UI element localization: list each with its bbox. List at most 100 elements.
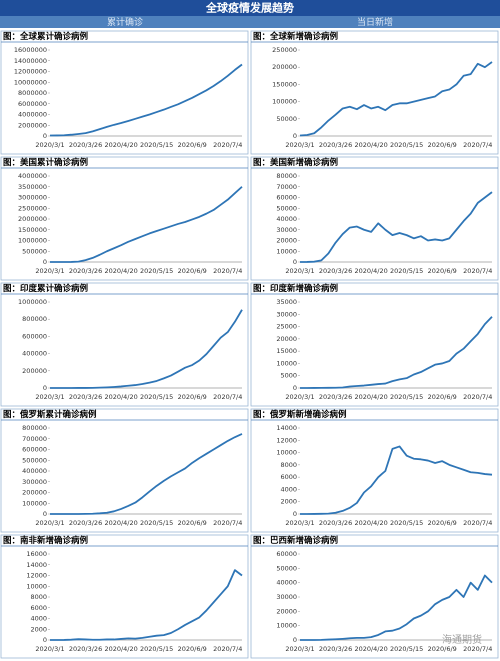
y-tick-label: 2000 xyxy=(30,625,47,633)
x-tick-label: 2020/6/9 xyxy=(428,141,457,149)
y-tick-label: 10000 xyxy=(276,622,297,630)
subheader-right: 当日新增 xyxy=(357,16,393,28)
x-tick-label: 2020/3/1 xyxy=(35,141,64,149)
y-tick-label: 16000000 xyxy=(14,46,47,54)
series-line xyxy=(300,574,493,641)
x-tick-label: 2020/3/1 xyxy=(285,519,314,527)
x-tick-label: 2020/4/20 xyxy=(354,645,387,653)
y-tick-label: 0 xyxy=(43,510,47,518)
x-tick-label: 2020/3/1 xyxy=(35,267,64,275)
panel-border xyxy=(250,156,499,281)
y-tick-label: 6000 xyxy=(30,604,47,612)
series-line xyxy=(49,186,243,263)
series-line xyxy=(299,61,493,137)
y-tick-label: 50000 xyxy=(276,564,297,572)
y-tick-label: 0 xyxy=(293,132,297,140)
chart-panel: 图：全球累计确诊病例 0 2000000 4000000 6000000 8000000 1… xyxy=(0,30,249,155)
y-tick-label: 0 xyxy=(43,384,47,392)
x-tick-label: 2020/3/1 xyxy=(285,393,314,401)
x-tick-label: 2020/3/26 xyxy=(69,393,102,401)
y-tick-label: 4000000 xyxy=(18,172,47,180)
y-tick-label: 10000 xyxy=(276,247,297,255)
y-tick-label: 20000 xyxy=(276,607,297,615)
y-tick-label: 14000 xyxy=(26,561,47,569)
y-tick-label: 200000 xyxy=(22,367,47,375)
y-tick-label: 0 xyxy=(293,510,297,518)
x-tick-label: 2020/5/15 xyxy=(140,141,173,149)
y-tick-label: 10000 xyxy=(26,582,47,590)
panel-title: 图：印度新增确诊病例 xyxy=(253,283,339,294)
y-tick-label: 500000 xyxy=(22,456,47,464)
y-tick-label: 800000 xyxy=(22,315,47,323)
x-tick-label: 2020/3/1 xyxy=(35,393,64,401)
y-tick-label: 20000 xyxy=(276,335,297,343)
x-tick-label: 2020/7/4 xyxy=(463,519,492,527)
y-tick-label: 20000 xyxy=(276,237,297,245)
y-tick-label: 0 xyxy=(293,384,297,392)
y-tick-label: 70000 xyxy=(276,183,297,191)
y-tick-label: 300000 xyxy=(22,478,47,486)
y-tick-label: 100000 xyxy=(272,98,297,106)
y-tick-label: 50000 xyxy=(276,115,297,123)
y-tick-label: 40000 xyxy=(276,215,297,223)
y-tick-label: 800000 xyxy=(22,424,47,432)
series-line xyxy=(299,191,493,263)
x-tick-label: 2020/3/26 xyxy=(319,645,352,653)
y-tick-label: 150000 xyxy=(272,80,297,88)
y-tick-label: 100000 xyxy=(22,499,47,507)
x-tick-label: 2020/4/20 xyxy=(354,519,387,527)
subheader-bar xyxy=(0,16,500,28)
y-tick-label: 6000000 xyxy=(18,100,47,108)
y-tick-label: 0 xyxy=(43,258,47,266)
y-tick-label: 80000 xyxy=(276,172,297,180)
y-tick-label: 0 xyxy=(43,636,47,644)
y-tick-label: 700000 xyxy=(22,435,47,443)
panel-border xyxy=(250,534,499,659)
x-tick-label: 2020/7/4 xyxy=(213,393,242,401)
panel-border xyxy=(0,282,249,407)
x-tick-label: 2020/5/15 xyxy=(390,519,423,527)
x-tick-label: 2020/5/15 xyxy=(140,267,173,275)
y-tick-label: 30000 xyxy=(276,310,297,318)
x-tick-label: 2020/5/15 xyxy=(390,141,423,149)
panel-title: 图：南非新增确诊病例 xyxy=(3,535,89,546)
chart-panel: 图：俄罗斯累计确诊病例 0 100000 200000 300000 400000 5000… xyxy=(0,408,249,533)
x-tick-label: 2020/3/26 xyxy=(319,393,352,401)
x-tick-label: 2020/6/9 xyxy=(178,519,207,527)
x-tick-label: 2020/6/9 xyxy=(428,267,457,275)
x-tick-label: 2020/6/9 xyxy=(178,645,207,653)
x-tick-label: 2020/5/15 xyxy=(390,645,423,653)
panel-title: 图：印度累计确诊病例 xyxy=(3,283,89,294)
y-tick-label: 250000 xyxy=(272,46,297,54)
y-tick-label: 60000 xyxy=(276,550,297,558)
y-tick-label: 25000 xyxy=(276,323,297,331)
x-tick-label: 2020/7/4 xyxy=(463,267,492,275)
y-tick-label: 3500000 xyxy=(18,183,47,191)
y-tick-label: 1000000 xyxy=(18,237,47,245)
y-tick-label: 6000 xyxy=(280,473,297,481)
y-tick-label: 10000000 xyxy=(14,78,47,86)
panel-border xyxy=(0,156,249,281)
x-tick-label: 2020/6/9 xyxy=(178,141,207,149)
panel-border xyxy=(250,282,499,407)
header-title: 全球疫情发展趋势 xyxy=(205,1,294,15)
x-tick-label: 2020/7/4 xyxy=(213,645,242,653)
panel-border xyxy=(0,534,249,659)
x-tick-label: 2020/3/26 xyxy=(69,267,102,275)
chart-panel: 图：美国累计确诊病例 0 500000 1000000 1500000 2000000 25… xyxy=(0,156,249,281)
panel-title: 图：俄罗斯累计确诊病例 xyxy=(3,409,97,420)
y-tick-label: 14000 xyxy=(276,424,297,432)
y-tick-label: 15000 xyxy=(276,347,297,355)
y-tick-label: 35000 xyxy=(276,298,297,306)
x-tick-label: 2020/3/26 xyxy=(69,645,102,653)
x-tick-label: 2020/3/1 xyxy=(285,267,314,275)
chart-panel: 图：俄罗斯新增确诊病例 0 2000 4000 6000 8000 10000 12000 14… xyxy=(250,408,499,533)
x-tick-label: 2020/6/9 xyxy=(178,393,207,401)
x-tick-label: 2020/3/1 xyxy=(35,645,64,653)
panel-border xyxy=(0,408,249,533)
panel-border xyxy=(0,30,249,155)
y-tick-label: 1500000 xyxy=(18,226,47,234)
y-tick-label: 600000 xyxy=(22,446,47,454)
x-tick-label: 2020/4/20 xyxy=(104,519,137,527)
y-tick-label: 200000 xyxy=(22,489,47,497)
